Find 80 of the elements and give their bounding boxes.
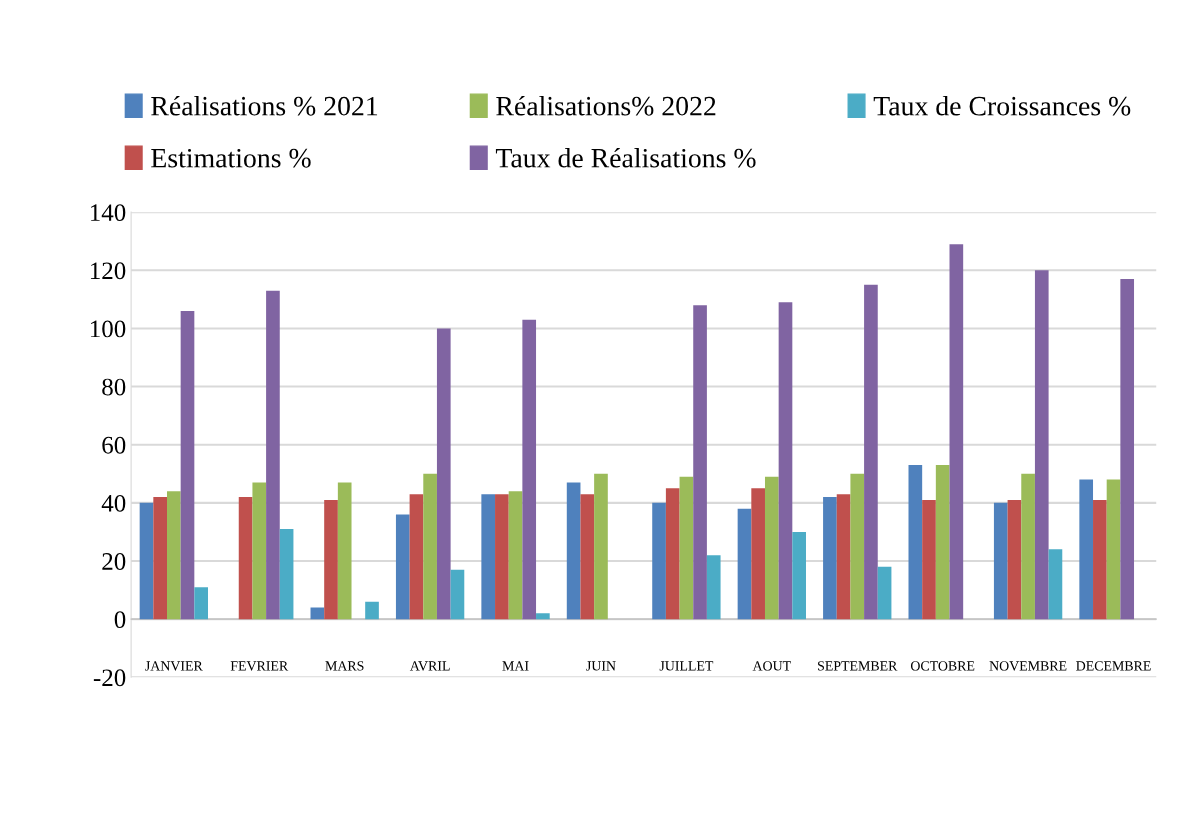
bar [495,494,509,620]
bar [1093,499,1107,620]
bar [310,607,325,620]
y-tick-label: 60 [102,436,126,454]
bar [409,494,424,620]
bar [1079,479,1094,620]
bar [266,290,280,620]
bar [167,491,181,620]
legend-label: Réalisations% 2022 [496,95,716,116]
bar [823,497,837,620]
bar [864,284,878,620]
y-tick-label: 0 [114,611,126,629]
bar [365,601,379,620]
bar [536,613,550,620]
bar [908,465,923,620]
bar [481,494,496,620]
bar [935,465,950,620]
bar [1007,499,1022,620]
bar [679,476,694,620]
bar [949,244,964,620]
bar [580,494,595,620]
bar [1021,473,1035,620]
bar [252,482,267,620]
bar [423,473,437,620]
bar [522,319,537,620]
bar [238,497,253,620]
bar [993,502,1008,620]
bar [1034,270,1049,620]
y-tick-label: 140 [90,204,126,222]
bar [1120,279,1135,620]
bar [337,482,352,620]
x-tick-label: AOUT [752,661,791,671]
bar [180,311,195,620]
x-tick-label: JANVIER [145,661,203,671]
bar [153,497,167,620]
x-tick-label: MAI [502,661,529,671]
bar [850,473,865,620]
bar [751,488,765,620]
x-tick-label: MARS [325,661,364,671]
x-tick-label: DECEMBRE [1076,661,1151,671]
bar [139,502,154,620]
bar [665,488,680,620]
legend-label: Taux de Réalisations % [495,147,756,168]
bar [764,476,779,620]
y-tick-label: 20 [102,553,126,570]
bar [778,302,793,620]
x-tick-label: AVRIL [409,661,450,671]
bar [877,566,892,620]
legend-label: Réalisations % 2021 [151,95,378,116]
x-tick-label: OCTOBRE [910,661,975,671]
legend-label: Estimations % [151,148,311,168]
y-tick-label: 120 [90,262,126,280]
bar [436,328,451,620]
bar [450,569,465,620]
bar [1048,549,1063,620]
y-tick-label: 80 [102,378,126,396]
bar [594,473,608,620]
bar [792,531,806,620]
bar [566,482,581,620]
x-tick-label: JUIN [586,661,616,671]
y-tick-label: 40 [101,494,126,512]
bar [508,491,523,620]
bar [836,494,851,620]
bar [324,499,338,620]
x-tick-label: JUILLET [659,661,714,671]
bar [1106,479,1121,620]
bar [279,529,294,620]
legend-label: Taux de Croissances % [873,95,1131,116]
y-tick-label: -20 [93,669,126,687]
x-tick-label: SEPTEMBER [818,661,898,671]
bar [652,502,666,620]
bar [706,555,721,620]
x-tick-label: FEVRIER [230,661,289,671]
bar [395,514,410,620]
bar [693,305,707,620]
bar [194,587,208,620]
x-tick-label: NOVEMBRE [989,661,1067,671]
y-tick-label: 100 [90,320,126,338]
bar [737,508,752,620]
bar [922,499,936,620]
